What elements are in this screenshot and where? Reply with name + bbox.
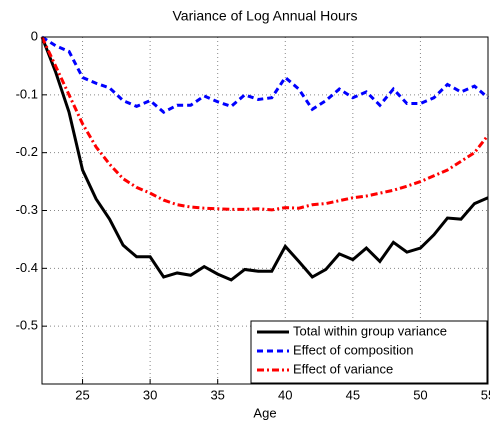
- legend-label: Total within group variance: [293, 323, 447, 338]
- y-tick-label: -0.5: [16, 318, 38, 333]
- x-tick-label: 45: [346, 387, 360, 402]
- x-tick-label: 55: [481, 387, 490, 402]
- y-tick-label: -0.2: [16, 144, 38, 159]
- legend-box: [250, 320, 488, 384]
- y-tick-label: 0: [31, 28, 38, 43]
- series-line: [40, 36, 490, 212]
- y-tick-label: -0.1: [16, 86, 38, 101]
- x-axis-label: Age: [253, 405, 276, 420]
- legend-label: Effect of composition: [293, 342, 413, 357]
- y-tick-label: -0.4: [16, 260, 38, 275]
- axes-box: [41, 36, 489, 385]
- legend-label: Effect of variance: [293, 361, 393, 376]
- x-tick-label: 35: [210, 387, 224, 402]
- x-tick-label: 40: [278, 387, 292, 402]
- series-line: [40, 36, 489, 282]
- series-line: [41, 35, 489, 114]
- x-tick-label: 30: [143, 387, 157, 402]
- x-tick-label: 50: [413, 387, 427, 402]
- x-tick-label: 25: [75, 387, 89, 402]
- chart-title: Variance of Log Annual Hours: [173, 8, 358, 24]
- y-tick-label: -0.3: [16, 202, 38, 217]
